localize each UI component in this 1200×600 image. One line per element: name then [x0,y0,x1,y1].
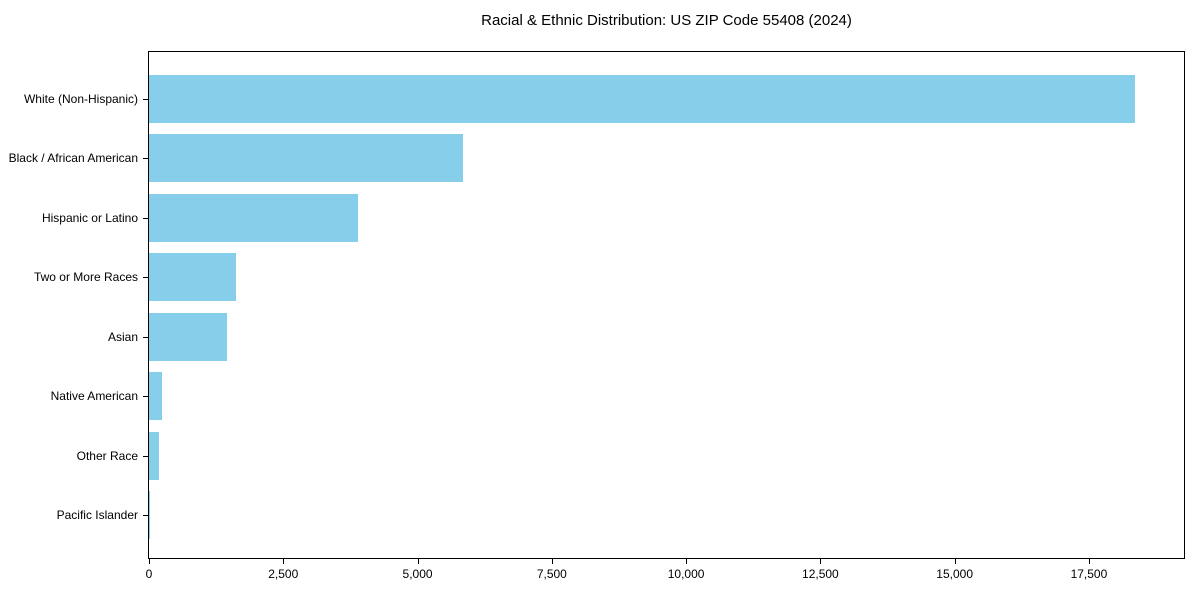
x-tick-label: 15,000 [936,567,974,581]
x-tick-mark [417,559,419,564]
y-tick-label: Other Race [76,448,138,463]
x-tick-label: 5,000 [402,567,433,581]
y-tick-label: Black / African American [8,151,138,165]
y-tick-label: Hispanic or Latino [41,210,138,225]
x-tick-mark [820,559,822,564]
y-tick-mark [143,277,148,278]
bar [149,134,464,182]
y-tick-mark [143,158,148,159]
y-tick-label: Native American [50,389,138,403]
y-tick-label: Pacific Islander [56,508,138,522]
x-tick-label: 7,500 [536,567,567,581]
x-tick-mark [954,559,956,564]
x-tick-label: 10,000 [667,567,705,581]
y-tick-label: Two or More Races [33,270,138,284]
x-tick-mark [686,559,688,564]
bar [149,253,236,301]
x-tick-mark [149,559,150,564]
chart-title: Racial & Ethnic Distribution: US ZIP Cod… [481,12,852,29]
bar [149,312,227,361]
y-tick-mark [143,217,148,219]
y-tick-mark [143,515,148,516]
plot-area [148,51,1185,559]
bar [149,372,162,420]
x-tick-label: 0 [145,567,153,581]
y-tick-label: Asian [107,329,138,344]
x-tick-mark [1088,559,1090,564]
bar [149,431,159,480]
x-tick-mark [551,559,553,564]
bar [149,74,1136,123]
x-tick-label: 2,500 [268,567,299,581]
y-tick-mark [143,336,148,338]
y-tick-mark [143,455,148,457]
y-tick-mark [143,396,148,397]
bar [149,491,150,539]
y-tick-mark [143,98,148,100]
x-tick-mark [283,559,285,564]
x-tick-label: 17,500 [1070,567,1108,581]
bar [149,193,359,242]
x-tick-label: 12,500 [802,567,839,581]
y-tick-label: White (Non-Hispanic) [23,91,138,106]
